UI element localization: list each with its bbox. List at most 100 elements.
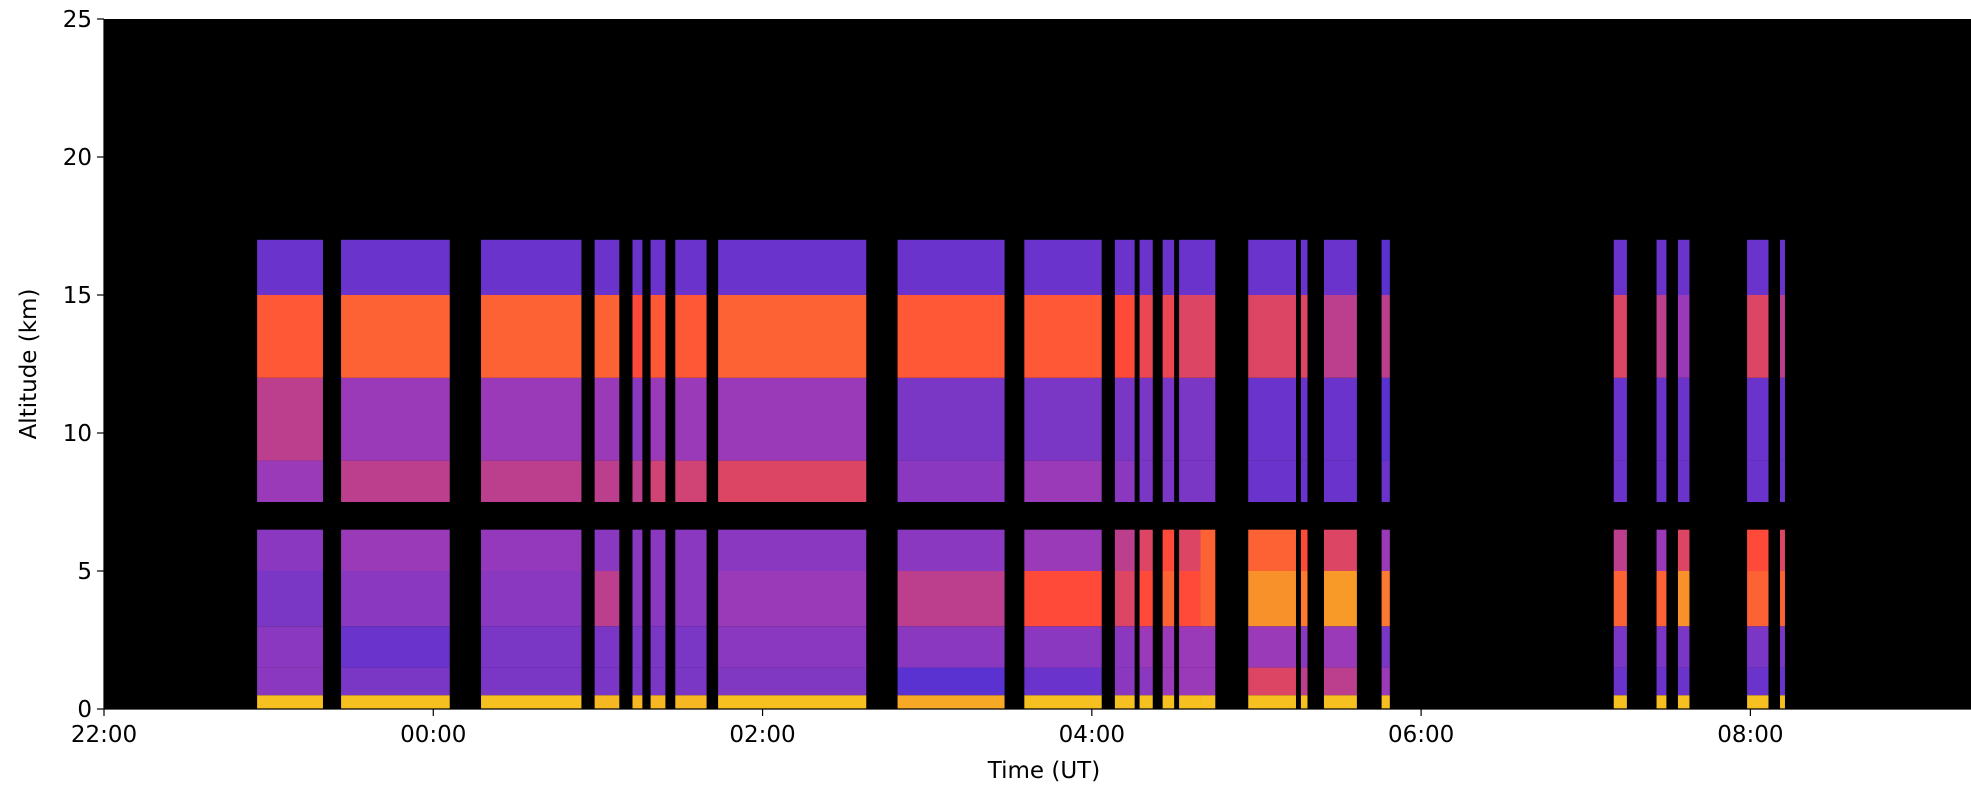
- heatmap-cell: [1780, 377, 1785, 461]
- heatmap-cell: [675, 502, 707, 530]
- heatmap-cell: [1179, 529, 1201, 571]
- heatmap-cell: [675, 626, 707, 668]
- heatmap-cell: [1747, 295, 1769, 378]
- heatmap-cell: [1248, 529, 1296, 571]
- heatmap-cell: [718, 460, 867, 502]
- heatmap-cell: [675, 529, 707, 571]
- heatmap-cell: [594, 571, 620, 627]
- heatmap-cell: [1114, 667, 1135, 696]
- heatmap-cell: [1747, 667, 1769, 696]
- x-tick-label: 06:00: [1388, 722, 1454, 748]
- heatmap-cell: [1179, 695, 1201, 709]
- heatmap-cell: [1114, 295, 1135, 378]
- heatmap-cell: [594, 377, 620, 461]
- heatmap-cell: [1139, 377, 1153, 461]
- heatmap-cell: [1200, 626, 1216, 668]
- heatmap-cell: [1114, 460, 1135, 502]
- heatmap-cell: [1780, 695, 1785, 709]
- heatmap-cell: [632, 695, 643, 709]
- heatmap-cell: [1747, 626, 1769, 668]
- heatmap-cell: [1114, 377, 1135, 461]
- heatmap-cell: [1179, 239, 1201, 295]
- heatmap-cell: [1747, 529, 1769, 571]
- heatmap-cell: [1747, 239, 1769, 295]
- heatmap-cell: [1200, 529, 1216, 571]
- heatmap-cell: [257, 377, 323, 461]
- heatmap-cell: [1780, 626, 1785, 668]
- heatmap-cell: [1300, 239, 1308, 295]
- heatmap-cell: [1024, 571, 1102, 627]
- heatmap-cell: [1139, 695, 1153, 709]
- heatmap-cell: [257, 626, 323, 668]
- heatmap-cell: [632, 239, 643, 295]
- heatmap-cell: [632, 295, 643, 378]
- heatmap-cell: [1162, 377, 1175, 461]
- heatmap-cell: [1323, 377, 1357, 461]
- heatmap-cell: [1248, 377, 1296, 461]
- heatmap-cell: [1677, 571, 1690, 627]
- heatmap-cell: [1613, 626, 1627, 668]
- heatmap-cell: [1248, 626, 1296, 668]
- heatmap-cell: [1656, 502, 1667, 530]
- heatmap-cell: [594, 295, 620, 378]
- heatmap-cell: [1613, 460, 1627, 502]
- heatmap-cell: [1323, 571, 1357, 627]
- heatmap-cell: [1613, 239, 1627, 295]
- heatmap-cell: [1747, 377, 1769, 461]
- heatmap-cell: [650, 695, 666, 709]
- heatmap-cell: [1162, 502, 1175, 530]
- heatmap-cell: [1677, 502, 1690, 530]
- y-tick-label: 20: [63, 145, 92, 171]
- heatmap-cell: [1323, 295, 1357, 378]
- heatmap-cell: [1656, 571, 1667, 627]
- heatmap-cell: [1613, 529, 1627, 571]
- heatmap-cell: [1656, 239, 1667, 295]
- heatmap-cell: [1613, 295, 1627, 378]
- heatmap-cell: [632, 502, 643, 530]
- heatmap-cell: [650, 460, 666, 502]
- heatmap-cell: [897, 502, 1005, 530]
- heatmap-cell: [650, 571, 666, 627]
- heatmap-cell: [1780, 667, 1785, 696]
- heatmap-cell: [1248, 571, 1296, 627]
- heatmap-cell: [341, 695, 450, 709]
- heatmap-cell: [1200, 460, 1216, 502]
- heatmap-cell: [1323, 626, 1357, 668]
- heatmap-cell: [1139, 295, 1153, 378]
- heatmap-cell: [594, 626, 620, 668]
- y-tick-label: 5: [77, 559, 92, 585]
- heatmap-cell: [1248, 695, 1296, 709]
- heatmap-cell: [1248, 239, 1296, 295]
- x-tick-label: 22:00: [71, 722, 137, 748]
- heatmap-cell: [718, 667, 867, 696]
- heatmap-cell: [1024, 626, 1102, 668]
- heatmap-cell: [1162, 239, 1175, 295]
- heatmap-cell: [1114, 571, 1135, 627]
- heatmap-cell: [481, 529, 582, 571]
- heatmap-cell: [1780, 529, 1785, 571]
- heatmap-cell: [1613, 502, 1627, 530]
- heatmap-cell: [1024, 460, 1102, 502]
- heatmap-cell: [1139, 571, 1153, 627]
- heatmap-cell: [1024, 377, 1102, 461]
- heatmap-cell: [594, 529, 620, 571]
- heatmap-cell: [650, 626, 666, 668]
- heatmap-cell: [675, 571, 707, 627]
- heatmap-cell: [1300, 667, 1308, 696]
- heatmap-cell: [1248, 295, 1296, 378]
- heatmap-cell: [718, 377, 867, 461]
- heatmap-cell: [1747, 502, 1769, 530]
- heatmap-cell: [1780, 295, 1785, 378]
- heatmap-cell: [594, 695, 620, 709]
- heatmap-cell: [897, 529, 1005, 571]
- heatmap-cell: [1381, 667, 1390, 696]
- heatmap-cell: [675, 667, 707, 696]
- heatmap-cell: [1747, 695, 1769, 709]
- heatmap-cell: [897, 239, 1005, 295]
- heatmap-cell: [1656, 377, 1667, 461]
- heatmap-cell: [650, 239, 666, 295]
- x-axis-label: Time (UT): [987, 758, 1100, 784]
- heatmap-cell: [341, 239, 450, 295]
- heatmap-cell: [1613, 571, 1627, 627]
